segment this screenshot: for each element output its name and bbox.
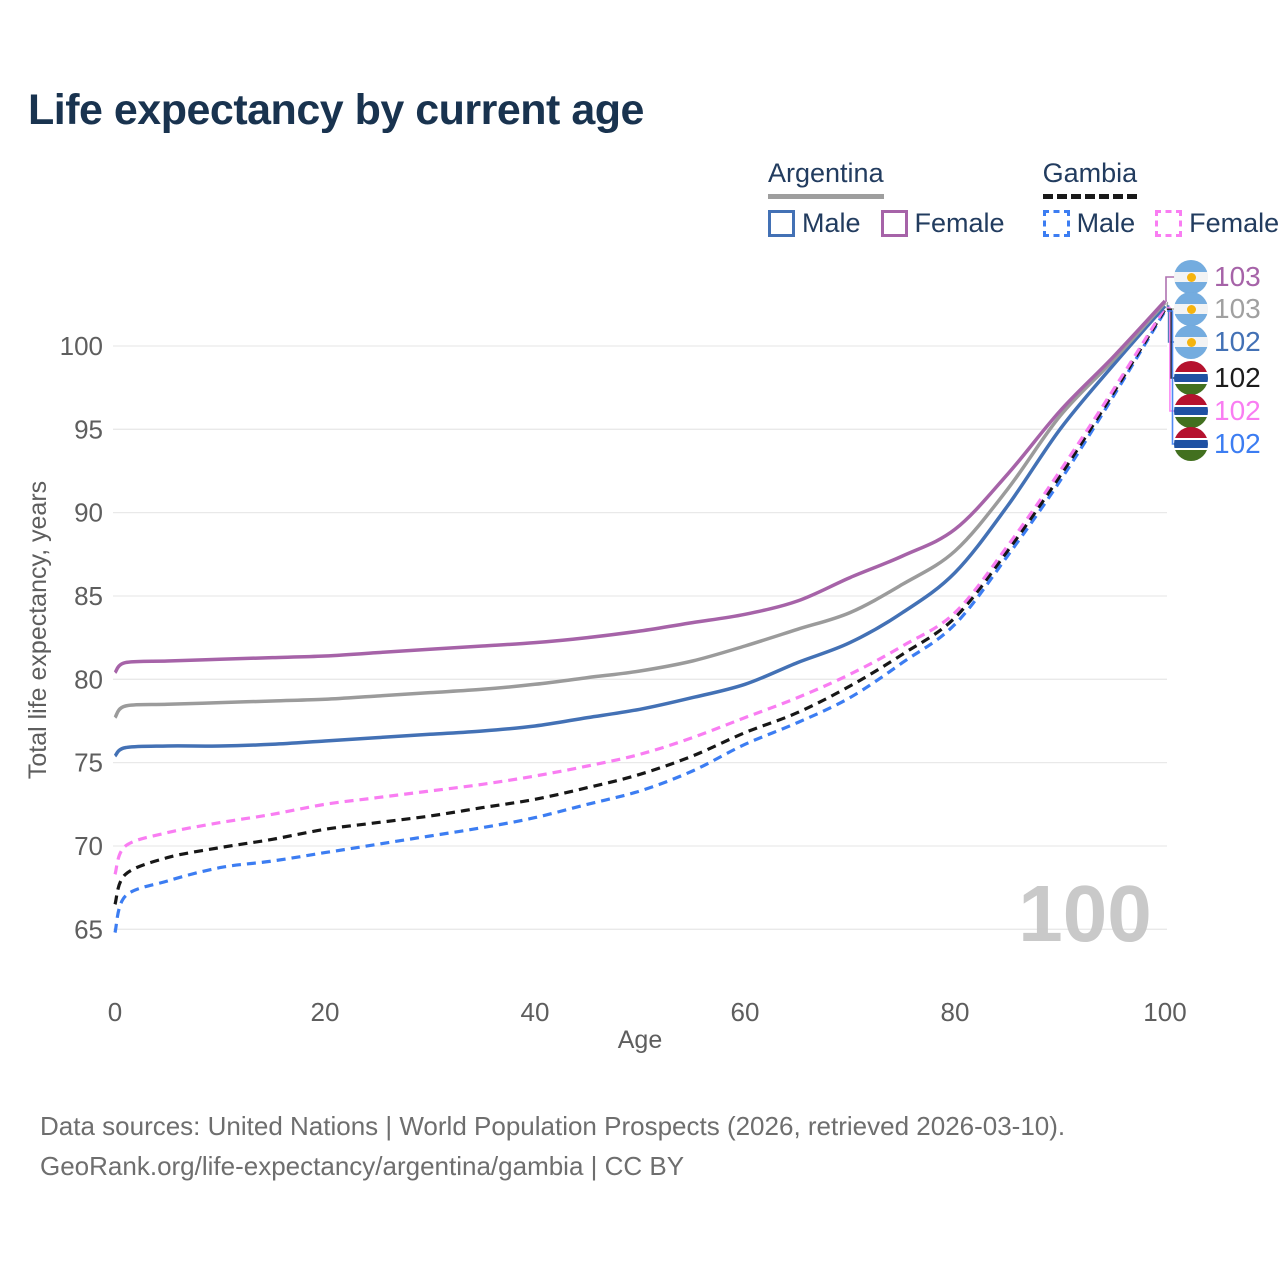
argentina-flag-icon [1174,325,1208,359]
x-tick-label-80: 80 [941,997,970,1027]
gambia-flag-icon [1174,361,1208,395]
y-tick-label-75: 75 [74,748,103,778]
legend-group-argentina: Argentina Male Female [768,158,1005,239]
end-value-label: 102 [1214,362,1261,393]
end-value-label: 103 [1214,293,1261,324]
end-connector-gambia-male [1167,310,1175,445]
data-source-footer: Data sources: United Nations | World Pop… [40,1106,1065,1186]
axis-ticks: 65 70 75 80 85 90 95 100 0 20 40 60 80 100 [60,331,1187,1027]
sun-icon [1186,272,1196,282]
legend-country-argentina[interactable]: Argentina [768,158,884,199]
end-label-row: 102 [1174,394,1261,428]
y-tick-label-90: 90 [74,498,103,528]
end-label-row: 103 [1174,260,1261,294]
end-label-row: 103 [1174,292,1261,326]
argentina-female-swatch [880,210,908,237]
series-line-argentina-male [113,304,1167,758]
x-tick-label-60: 60 [731,997,760,1027]
end-value-label: 102 [1214,428,1261,459]
end-value-label: 102 [1214,326,1261,357]
y-tick-label-95: 95 [74,414,103,444]
argentina-flag-icon [1174,260,1208,294]
x-tick-label-100: 100 [1143,997,1186,1027]
x-tick-label-40: 40 [521,997,550,1027]
legend-item-label: Male [1076,208,1136,238]
series-line-gambia-both-sexes [113,308,1167,905]
legend: Argentina Male Female Gambia Male [768,158,1279,239]
legend-item-argentina-female[interactable]: Female [880,208,1005,239]
y-tick-label-70: 70 [74,831,103,861]
legend-item-label: Female [914,208,1005,238]
legend-item-gambia-male[interactable]: Male [1042,208,1136,239]
end-label-row: 102 [1174,427,1261,461]
attribution-line[interactable]: GeoRank.org/life-expectancy/argentina/ga… [40,1151,685,1181]
gambia-flag-icon [1174,394,1208,428]
y-tick-label-80: 80 [74,664,103,694]
gridlines [113,345,1167,930]
legend-items-gambia: Male Female [1042,208,1279,239]
end-connector-argentina-female [1165,276,1175,302]
x-tick-label-20: 20 [311,997,340,1027]
sun-icon [1186,337,1196,347]
end-label-row: 102 [1174,361,1261,395]
series-line-gambia-female [113,306,1167,875]
legend-item-label: Female [1189,208,1280,238]
legend-item-argentina-male[interactable]: Male [768,208,861,239]
legend-group-gambia: Gambia Male Female [1042,158,1279,239]
legend-item-label: Male [802,208,861,238]
page-title: Life expectancy by current age [28,86,644,134]
end-value-label: 102 [1214,395,1261,426]
current-age-watermark: 100 [1018,869,1151,958]
gambia-flag-icon [1174,427,1208,461]
data-source-line: Data sources: United Nations | World Pop… [40,1111,1066,1141]
legend-item-gambia-female[interactable]: Female [1155,208,1279,239]
legend-items-argentina: Male Female [768,208,1005,239]
y-tick-label-65: 65 [74,914,103,944]
sun-icon [1186,304,1196,314]
series-line-argentina-both-sexes [113,301,1167,719]
argentina-flag-icon [1174,292,1208,326]
gambia-male-swatch [1042,210,1070,237]
y-axis-title: Total life expectancy, years [24,481,52,779]
argentina-male-swatch [768,210,795,237]
end-value-label: 103 [1214,261,1261,292]
end-label-connectors [1165,276,1175,445]
series-line-argentina-female [113,299,1167,674]
y-tick-label-100: 100 [60,331,103,361]
x-tick-label-0: 0 [108,997,122,1027]
gambia-female-swatch [1155,210,1183,237]
y-tick-label-85: 85 [74,581,103,611]
series-line-gambia-male [113,310,1167,934]
series-lines [113,299,1167,934]
x-axis-title: Age [618,1026,662,1054]
legend-country-gambia[interactable]: Gambia [1042,158,1138,199]
end-label-row: 102 [1174,325,1261,359]
